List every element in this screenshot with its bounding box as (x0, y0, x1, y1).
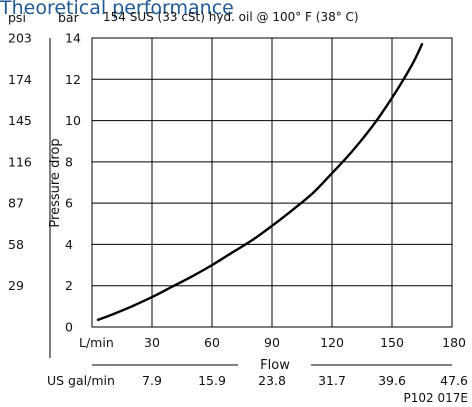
y-secondary-tick-label: 203 (8, 31, 32, 46)
x-tick-label: 120 (320, 335, 344, 350)
x-secondary-tick-label: 31.7 (318, 373, 346, 388)
x-secondary-tick-label: 39.6 (378, 373, 406, 388)
y-secondary-tick-label: 116 (8, 154, 32, 169)
y-tick-label: 6 (65, 196, 73, 211)
x-axis-title: Flow (260, 358, 290, 373)
x-tick-label: 30 (144, 335, 160, 350)
grid-lines (92, 38, 452, 327)
y-secondary-tick-labels: 29 58 87 116 145 174 203 (8, 31, 32, 294)
x-secondary-tick-label: 7.9 (142, 373, 162, 388)
x-secondary-tick-labels: 7.9 15.9 23.8 31.7 39.6 47.6 (142, 373, 468, 388)
y-secondary-tick-label: 87 (8, 196, 24, 211)
chart-title: Theoretical performance (0, 0, 234, 19)
x-tick-label: 90 (264, 335, 280, 350)
y-tick-label: 2 (65, 278, 73, 293)
y-secondary-tick-label: 58 (8, 237, 24, 252)
x-tick-labels: 30 60 90 120 150 180 (144, 335, 466, 350)
chart-subtitle: 154 SUS (33 cSt) hyd. oil @ 100° F (38° … (103, 10, 359, 24)
y-tick-label: 14 (65, 31, 81, 46)
x-secondary-unit: US gal/min (47, 373, 115, 388)
y-secondary-tick-label: 145 (8, 113, 32, 128)
y-secondary-tick-label: 29 (8, 278, 24, 293)
y-secondary-tick-label: 174 (8, 72, 32, 87)
y-axis-title: Pressure drop (48, 138, 63, 227)
x-tick-label: 150 (380, 335, 404, 350)
y-secondary-unit: psi (8, 10, 26, 25)
x-secondary-tick-label: 23.8 (258, 373, 286, 388)
x-tick-label: 60 (204, 335, 220, 350)
y-tick-label: 4 (65, 237, 73, 252)
x-secondary-tick-label: 47.6 (440, 373, 468, 388)
pressure-drop-curve (96, 43, 424, 321)
y-tick-label: 0 (65, 320, 73, 335)
x-tick-label: 180 (442, 335, 466, 350)
y-tick-label: 12 (65, 72, 81, 87)
y-tick-label: 8 (65, 154, 73, 169)
x-unit: L/min (79, 335, 114, 350)
y-unit: bar (58, 10, 80, 25)
plot-frame (91, 37, 453, 328)
figure-code: P102 017E (404, 391, 468, 405)
y-tick-label: 10 (65, 113, 81, 128)
y-tick-labels: 0 2 4 6 8 10 12 14 (65, 31, 81, 335)
x-secondary-tick-label: 15.9 (198, 373, 226, 388)
